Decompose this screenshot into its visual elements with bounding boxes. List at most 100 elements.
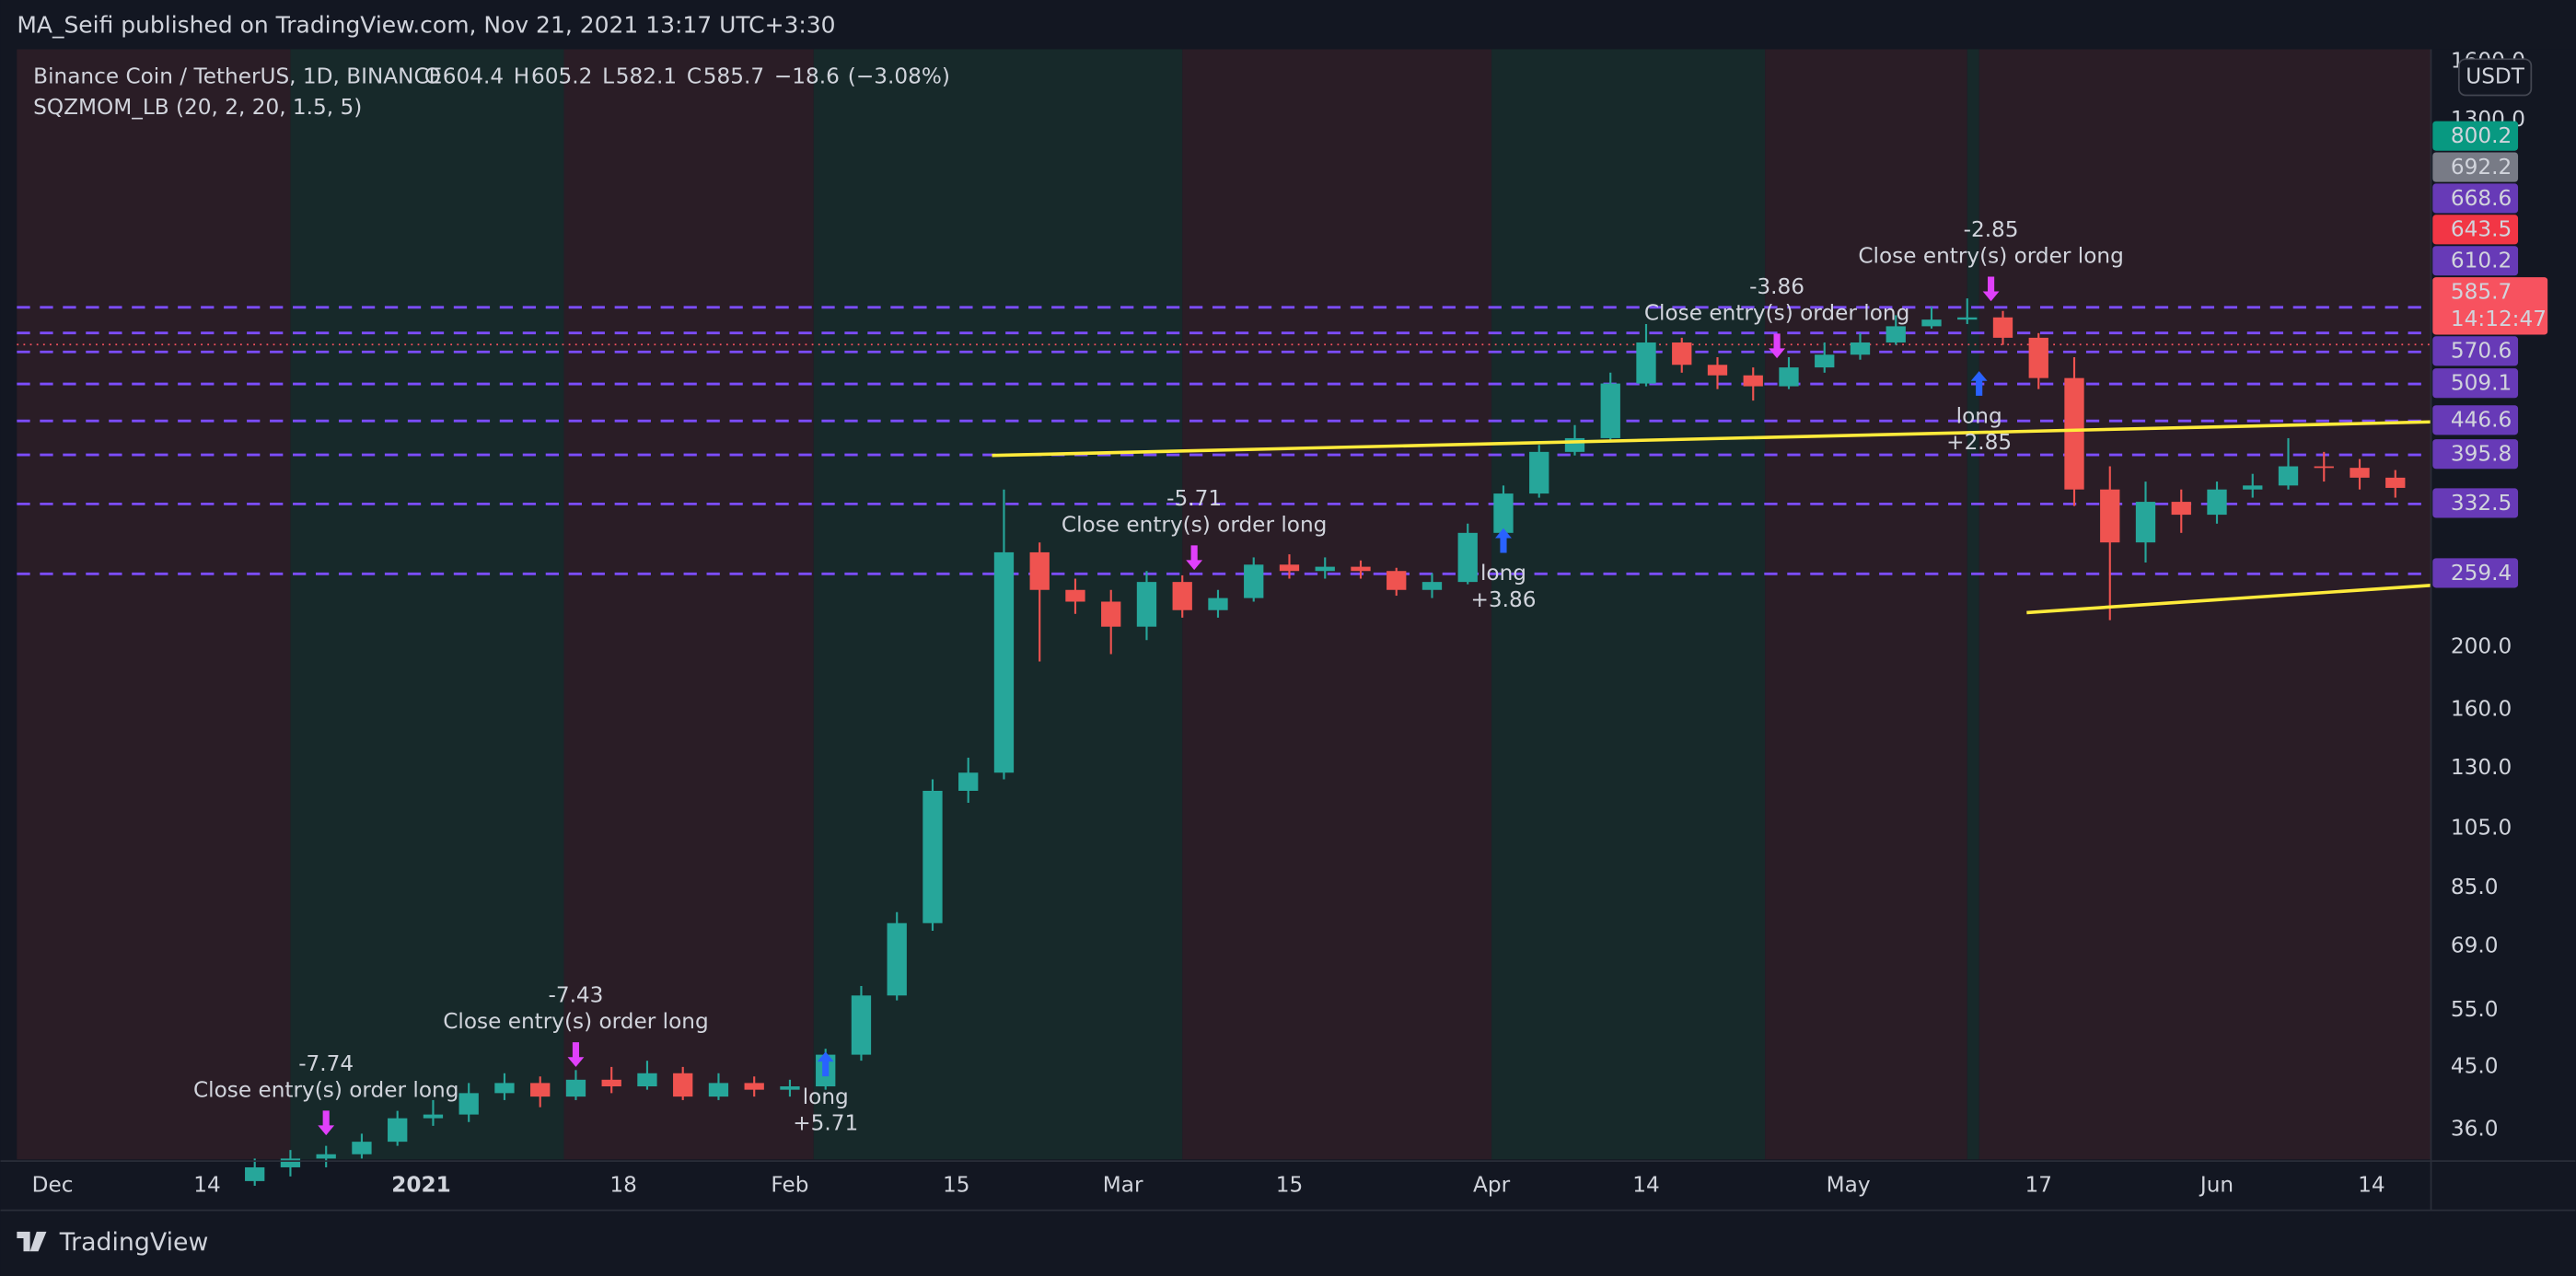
candle-body bbox=[1992, 317, 2013, 338]
squeeze-zone bbox=[1491, 49, 1766, 1160]
price-label-box bbox=[2432, 488, 2519, 518]
symbol: Binance Coin / TetherUS, 1D, BINANCE bbox=[33, 64, 442, 88]
brand: TradingView bbox=[59, 1228, 209, 1257]
candle-body bbox=[565, 1079, 586, 1097]
candle-body bbox=[1279, 564, 1300, 572]
price-label: 395.8 bbox=[2451, 442, 2512, 467]
ohlc-value: 582.1 bbox=[616, 64, 677, 88]
squeeze-zone bbox=[563, 49, 814, 1160]
countdown: 14:12:47 bbox=[2451, 307, 2547, 331]
price-label: 446.6 bbox=[2451, 408, 2512, 433]
candle-body bbox=[1351, 566, 1371, 572]
signal-profit: -5.71 bbox=[1166, 486, 1222, 511]
close-arrow bbox=[567, 1042, 585, 1067]
candle-body bbox=[352, 1142, 372, 1154]
currency-box[interactable] bbox=[2457, 58, 2533, 97]
ohlc-value: 604.4 bbox=[443, 64, 504, 88]
price-label: 668.6 bbox=[2451, 186, 2512, 211]
candle-body bbox=[423, 1114, 444, 1119]
candle-body bbox=[1457, 532, 1478, 583]
x-tick-label: Feb bbox=[771, 1172, 808, 1197]
price-label-box bbox=[2432, 405, 2519, 435]
candle-body bbox=[1672, 342, 1692, 365]
candle-body bbox=[1743, 375, 1763, 387]
candle-body bbox=[851, 995, 872, 1055]
price-label-box bbox=[2432, 246, 2519, 276]
candle-body bbox=[922, 790, 943, 923]
x-tick-label: 14 bbox=[2358, 1172, 2385, 1197]
signal-profit: -7.43 bbox=[548, 983, 603, 1008]
candle-body bbox=[280, 1158, 301, 1167]
candle-body bbox=[637, 1073, 657, 1087]
squeeze-zone bbox=[290, 49, 564, 1160]
candle-body bbox=[316, 1154, 336, 1159]
candle-body bbox=[1387, 571, 1407, 590]
candle-body bbox=[1208, 597, 1228, 610]
y-tick-label: 55.0 bbox=[2451, 997, 2499, 1022]
candle-body bbox=[744, 1083, 764, 1090]
x-tick-label: May bbox=[1827, 1172, 1871, 1197]
levels bbox=[17, 306, 2431, 575]
candle-body bbox=[245, 1166, 265, 1181]
candle-body bbox=[2314, 466, 2334, 469]
candle-body bbox=[530, 1083, 551, 1097]
signal-text: long bbox=[1956, 404, 2002, 429]
signal-text: Close entry(s) order long bbox=[443, 1009, 708, 1034]
squeeze-zone bbox=[17, 49, 291, 1160]
squeeze-zone bbox=[1765, 49, 1967, 1160]
price-label: 259.4 bbox=[2451, 561, 2512, 586]
y-tick-label: 85.0 bbox=[2451, 875, 2499, 899]
currency[interactable]: USDT bbox=[2466, 64, 2525, 88]
trendline bbox=[2026, 584, 2431, 615]
change: −18.6 bbox=[774, 64, 840, 88]
close-arrow bbox=[318, 1110, 335, 1136]
candle-body bbox=[1029, 551, 1050, 590]
candle-body bbox=[1707, 365, 1728, 376]
price-label: 692.2 bbox=[2451, 155, 2512, 180]
candle-body bbox=[1493, 493, 1514, 533]
price-label-box bbox=[2432, 558, 2519, 588]
candle-body bbox=[1315, 566, 1335, 572]
candle-body bbox=[1529, 451, 1549, 494]
candle-body bbox=[2278, 466, 2299, 486]
y-tick-label: 130.0 bbox=[2451, 755, 2512, 780]
trendline bbox=[992, 420, 2431, 458]
candle-body bbox=[1600, 383, 1620, 438]
candle-body bbox=[1244, 564, 1264, 598]
close-arrow bbox=[1186, 545, 1203, 571]
candle-body bbox=[2385, 477, 2406, 488]
y-tick-label: 200.0 bbox=[2451, 633, 2512, 658]
ohlc-key: O bbox=[424, 64, 441, 88]
indicator: SQZMOM_LB (20, 2, 20, 1.5, 5) bbox=[33, 95, 362, 120]
signal-text: Close entry(s) order long bbox=[1644, 300, 1909, 325]
candle-body bbox=[2207, 489, 2227, 516]
candle-body bbox=[1886, 326, 1906, 343]
signal-profit: -3.86 bbox=[1749, 274, 1804, 299]
price-label: 643.5 bbox=[2451, 217, 2512, 242]
candle-body bbox=[708, 1083, 729, 1097]
x-tick-label: 2021 bbox=[391, 1172, 451, 1197]
x-tick-label: 14 bbox=[193, 1172, 221, 1197]
candle-body bbox=[1136, 582, 1157, 627]
x-tick-label: 17 bbox=[2025, 1172, 2052, 1197]
candle-body bbox=[601, 1079, 621, 1087]
candle-body bbox=[494, 1083, 515, 1094]
close-arrow bbox=[1982, 276, 2000, 302]
candle-body bbox=[1636, 342, 1656, 384]
ohlc-key: C bbox=[687, 64, 702, 88]
ohlc-key: L bbox=[602, 64, 614, 88]
x-tick-label: Apr bbox=[1473, 1172, 1511, 1197]
candle-body bbox=[1921, 319, 1942, 327]
x-tick-label: 15 bbox=[1276, 1172, 1304, 1197]
price-label-box bbox=[2432, 121, 2519, 151]
signal-profit: -2.85 bbox=[1964, 217, 2019, 242]
squeeze-zone bbox=[1978, 49, 2431, 1160]
price-label: 610.2 bbox=[2451, 249, 2512, 273]
candle-body bbox=[458, 1093, 479, 1115]
x-tick-label: Mar bbox=[1103, 1172, 1143, 1197]
signal-text: Close entry(s) order long bbox=[193, 1077, 458, 1102]
long-arrow bbox=[1970, 371, 1988, 396]
candle-body bbox=[673, 1073, 693, 1097]
